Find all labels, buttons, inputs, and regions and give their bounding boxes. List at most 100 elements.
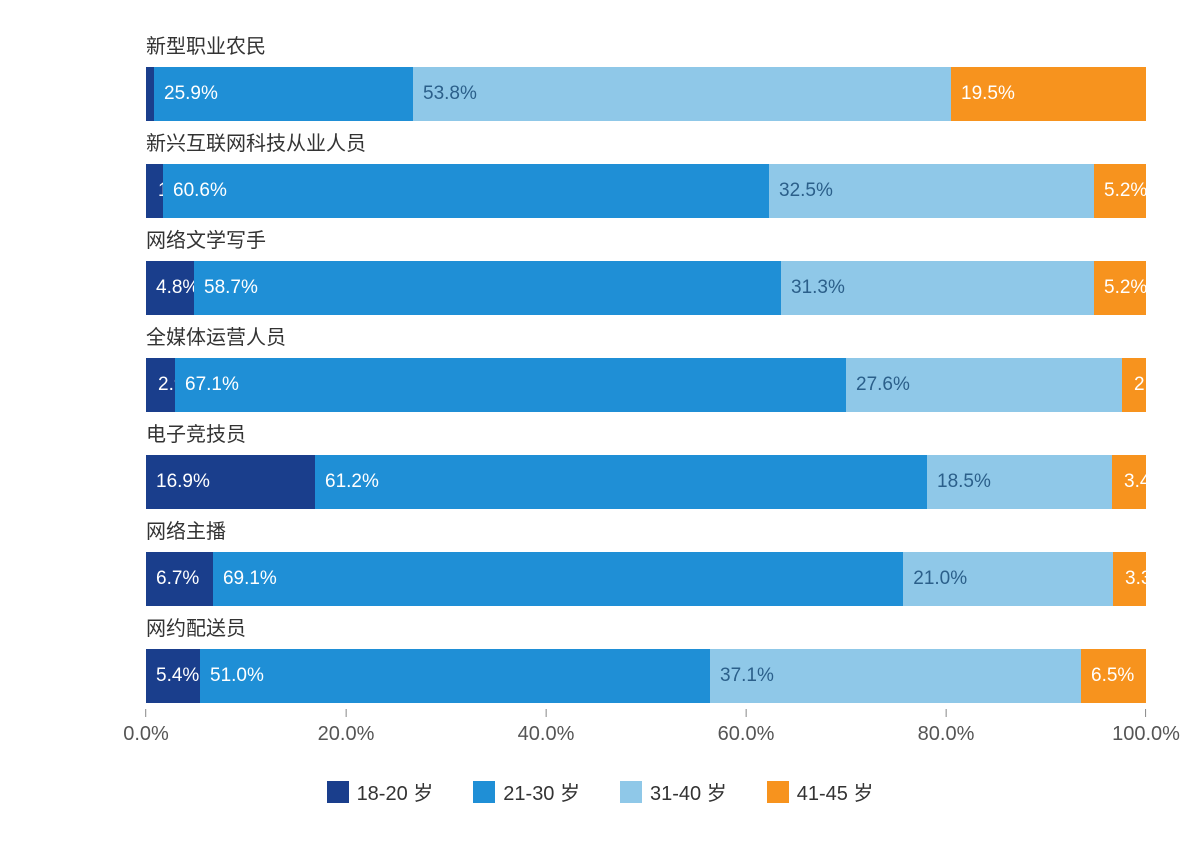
segment-value-label: 25.9% <box>154 83 218 105</box>
bar-segment: 60.6% <box>163 164 769 218</box>
bar-track: 2.9%67.1% 27.6%2.4% <box>146 358 1146 412</box>
segment-value-label: 4.8% <box>146 277 199 299</box>
x-axis: 0.0%20.0%40.0%60.0%80.0%100.0% <box>146 709 1146 759</box>
category-label: 网络主播 <box>40 515 1160 544</box>
bar-segment: 5.2% <box>1094 261 1146 315</box>
bar-segment: 18.5% <box>927 455 1112 509</box>
category-label: 全媒体运营人员 <box>40 321 1160 350</box>
chart-row: 电子竞技员16.9%61.2%18.5%3.4% <box>40 418 1160 509</box>
tick-label: 60.0% <box>718 723 775 746</box>
bar-track: 6.7%69.1% 21.0% 3.3% <box>146 552 1146 606</box>
legend-label: 18-20 岁 <box>357 777 434 806</box>
bar-segment: 5.4% <box>146 649 200 703</box>
bar-segment: 21.0% <box>903 552 1113 606</box>
category-label: 新型职业农民 <box>40 30 1160 59</box>
tick-label: 40.0% <box>518 723 575 746</box>
tick-mark <box>1146 709 1147 717</box>
bar-segment: 3.3% <box>1113 552 1146 606</box>
legend-label: 31-40 岁 <box>650 777 727 806</box>
bar-track: 4.8%58.7% 31.3% 5.2% <box>146 261 1146 315</box>
chart-rows: 新型职业农民0.8%25.9%53.8%19.5%新兴互联网科技从业人员1.7%… <box>40 30 1160 703</box>
legend-item: 18-20 岁 <box>327 777 434 806</box>
segment-value-label: 58.7% <box>194 277 258 299</box>
bar-segment: 16.9% <box>146 455 315 509</box>
bar-segment: 25.9% <box>154 67 413 121</box>
legend-swatch <box>767 781 789 803</box>
tick-mark <box>746 709 747 717</box>
segment-value-label: 37.1% <box>710 665 774 687</box>
tick-label: 20.0% <box>318 723 375 746</box>
bar-segment: 51.0% <box>200 649 710 703</box>
legend-item: 41-45 岁 <box>767 777 874 806</box>
legend-item: 21-30 岁 <box>473 777 580 806</box>
bar-segment: 58.7% <box>194 261 781 315</box>
segment-value-label: 16.9% <box>146 471 210 493</box>
bar-segment: 5.2% <box>1094 164 1146 218</box>
axis-tick: 40.0% <box>518 709 575 746</box>
category-label: 网络文学写手 <box>40 224 1160 253</box>
segment-value-label: 18.5% <box>927 471 991 493</box>
bar-track: 1.7%60.6% 32.5% 5.2% <box>146 164 1146 218</box>
bar-segment: 32.5% <box>769 164 1094 218</box>
stacked-bar-chart: 新型职业农民0.8%25.9%53.8%19.5%新兴互联网科技从业人员1.7%… <box>40 30 1160 806</box>
legend: 18-20 岁 21-30 岁 31-40 岁 41-45 岁 <box>40 777 1160 806</box>
tick-mark <box>546 709 547 717</box>
bar-segment: 6.7% <box>146 552 213 606</box>
bar-segment: 2.4% <box>1122 358 1146 412</box>
bar-segment: 37.1% <box>710 649 1081 703</box>
bar-segment: 2.9% <box>146 358 175 412</box>
segment-value-label: 51.0% <box>200 665 264 687</box>
tick-label: 0.0% <box>123 723 169 746</box>
legend-label: 21-30 岁 <box>503 777 580 806</box>
legend-item: 31-40 岁 <box>620 777 727 806</box>
segment-value-label: 5.4% <box>146 665 199 687</box>
axis-tick: 80.0% <box>918 709 975 746</box>
bar-segment: 4.8% <box>146 261 194 315</box>
bar-segment: 19.5% <box>951 67 1146 121</box>
bar-segment: 1.7% <box>146 164 163 218</box>
chart-row: 网络主播 6.7%69.1% 21.0% 3.3% <box>40 515 1160 606</box>
segment-value-label: 5.2% <box>1094 180 1147 202</box>
tick-label: 100.0% <box>1112 723 1180 746</box>
segment-value-label: 69.1% <box>213 568 277 590</box>
segment-value-label: 53.8% <box>413 83 477 105</box>
bar-segment: 61.2% <box>315 455 927 509</box>
bar-segment: 67.1% <box>175 358 846 412</box>
bar-track: 16.9% 61.2% 18.5% 3.4% <box>146 455 1146 509</box>
segment-value-label: 21.0% <box>903 568 967 590</box>
segment-value-label: 6.5% <box>1081 665 1134 687</box>
bar-track: 0.8%25.9% 53.8% 19.5% <box>146 67 1146 121</box>
segment-value-label: 32.5% <box>769 180 833 202</box>
chart-row: 网络文学写手 4.8%58.7% 31.3% 5.2% <box>40 224 1160 315</box>
tick-mark <box>146 709 147 717</box>
axis-tick: 100.0% <box>1112 709 1180 746</box>
chart-row: 网约配送员 5.4%51.0% 37.1% 6.5% <box>40 612 1160 703</box>
tick-mark <box>346 709 347 717</box>
segment-value-label: 60.6% <box>163 180 227 202</box>
legend-swatch <box>473 781 495 803</box>
segment-value-label: 19.5% <box>951 83 1015 105</box>
category-label: 网约配送员 <box>40 612 1160 641</box>
axis-tick: 60.0% <box>718 709 775 746</box>
bar-segment: 27.6% <box>846 358 1122 412</box>
bar-segment: 53.8% <box>413 67 951 121</box>
segment-value-label: 31.3% <box>781 277 845 299</box>
tick-label: 80.0% <box>918 723 975 746</box>
bar-segment: 3.4% <box>1112 455 1146 509</box>
segment-value-label: 2.4% <box>1124 374 1177 396</box>
chart-row: 新型职业农民 0.8%25.9% 53.8% 19.5% <box>40 30 1160 121</box>
bar-segment: 0.8% <box>146 67 154 121</box>
segment-value-label: 5.2% <box>1094 277 1147 299</box>
legend-swatch <box>327 781 349 803</box>
segment-value-label: 3.3% <box>1115 568 1168 590</box>
axis-tick: 20.0% <box>318 709 375 746</box>
segment-value-label: 67.1% <box>175 374 239 396</box>
bar-segment: 69.1% <box>213 552 903 606</box>
chart-row: 全媒体运营人员 2.9%67.1% 27.6%2.4% <box>40 321 1160 412</box>
chart-row: 新兴互联网科技从业人员1.7%60.6%32.5%5.2% <box>40 127 1160 218</box>
legend-label: 41-45 岁 <box>797 777 874 806</box>
bar-segment: 31.3% <box>781 261 1094 315</box>
axis-tick: 0.0% <box>123 709 169 746</box>
segment-value-label: 3.4% <box>1114 471 1167 493</box>
segment-value-label: 61.2% <box>315 471 379 493</box>
